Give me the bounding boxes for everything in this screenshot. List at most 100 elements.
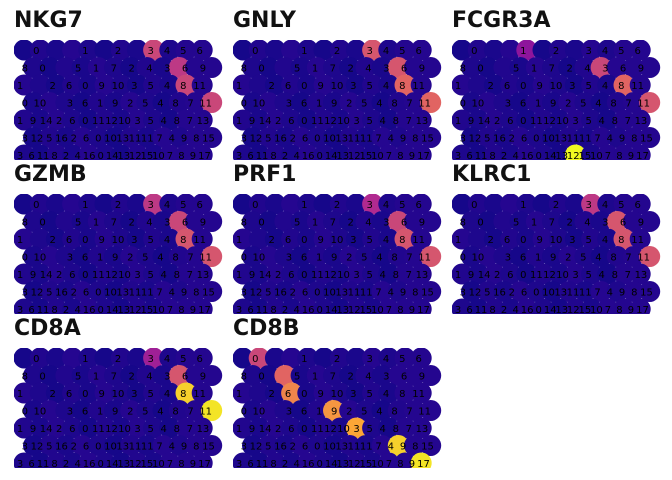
spot-label: 3: [67, 253, 73, 264]
spot-label: 6: [520, 99, 526, 110]
spot: [420, 246, 442, 267]
spot-label: 6: [634, 200, 640, 211]
spot: [306, 281, 328, 302]
spot-label: 15: [640, 134, 653, 145]
spot-label: 0: [460, 253, 466, 264]
spot-label: 16: [302, 459, 315, 468]
spot: [629, 40, 651, 61]
spot-label: 7: [187, 407, 193, 418]
spot: [136, 211, 158, 232]
spot: [62, 382, 84, 404]
spot: [233, 298, 254, 314]
spot-label: 12: [348, 151, 361, 160]
spot: [525, 281, 547, 302]
spot: [159, 263, 181, 285]
spot: [461, 246, 482, 267]
spot-label: 10: [550, 81, 563, 92]
spot: [323, 365, 344, 386]
spot: [185, 127, 206, 148]
spot: [339, 127, 361, 148]
spot: [597, 228, 619, 250]
spot-label: 14: [40, 424, 53, 435]
spot-label: 5: [75, 64, 81, 75]
spot-label: 8: [270, 305, 276, 314]
spot-label: 3: [505, 253, 511, 264]
spot: [290, 127, 312, 148]
spot-label: 7: [187, 270, 193, 281]
spot-label: 11: [412, 235, 425, 246]
spot-label: 2: [346, 99, 352, 110]
spot-label: 1: [236, 81, 242, 92]
spot-label: 10: [33, 253, 46, 264]
spot: [297, 417, 319, 439]
spot-label: 13: [117, 151, 130, 160]
spot-label: 7: [625, 116, 631, 127]
spot: [78, 298, 100, 314]
spot: [493, 92, 515, 113]
spot: [345, 263, 367, 285]
spot: [477, 281, 499, 302]
spot-label: 8: [270, 459, 276, 468]
spot-label: 0: [317, 459, 323, 468]
spot-label: 9: [317, 81, 323, 92]
spot: [175, 194, 197, 215]
spot: [94, 144, 116, 160]
spot: [104, 211, 125, 232]
spot-label: 1: [455, 116, 461, 127]
spatial-plot: 0 1 2 3 4 5 68 0 5 1 7 2 4 3 6 91 2 6 0 9 10 3 5 4 8 110 10 3 6 1 9 2 5 4…: [452, 194, 661, 314]
spot-label: 16: [83, 151, 96, 160]
spot: [264, 144, 286, 160]
spot: [548, 194, 570, 215]
spot: [404, 400, 425, 421]
spot-label: 11: [92, 116, 105, 127]
spot: [525, 57, 547, 78]
spot: [45, 194, 67, 215]
panel-title: GNLY: [233, 8, 296, 33]
spot-label: 9: [200, 372, 206, 383]
spot-label: 2: [334, 200, 340, 211]
spot: [233, 194, 254, 215]
spot-label: 11: [360, 134, 373, 145]
spot: [420, 400, 442, 421]
spot-label: 7: [375, 134, 381, 145]
spot: [248, 109, 270, 131]
spot-label: 10: [252, 253, 265, 264]
spot-label: 4: [602, 235, 608, 246]
spot-label: 11: [360, 442, 373, 453]
spot: [55, 57, 77, 78]
spot-label: 1: [455, 81, 461, 92]
spot: [78, 144, 100, 160]
spot-label: 8: [172, 99, 178, 110]
spot: [175, 298, 197, 314]
spot: [378, 194, 400, 215]
spot-label: 0: [39, 218, 45, 229]
spot-label: 3: [67, 99, 73, 110]
spot-label: 4: [164, 354, 170, 365]
spot: [94, 228, 116, 250]
spot: [394, 298, 416, 314]
spot: [110, 74, 132, 96]
spot: [581, 74, 603, 96]
spot-label: 2: [347, 218, 353, 229]
spot-label: 5: [46, 288, 52, 299]
spot-label: 7: [330, 218, 336, 229]
spot: [45, 452, 67, 468]
spot-label: 13: [197, 270, 210, 281]
spot-label: 9: [400, 134, 406, 145]
spot-label: 12: [129, 151, 142, 160]
spot: [126, 109, 148, 131]
spot: [387, 92, 409, 113]
spot-label: 11: [475, 151, 488, 160]
spot-label: 16: [274, 442, 287, 453]
spot-label: 9: [628, 151, 634, 160]
spot-label: 3: [585, 46, 591, 57]
spot: [297, 109, 319, 131]
spot-label: 3: [569, 235, 575, 246]
spot-label: 4: [388, 288, 394, 299]
spot-label: 12: [567, 151, 580, 160]
spot: [62, 298, 84, 314]
spot: [493, 246, 515, 267]
spot: [175, 348, 197, 369]
spot-label: 5: [585, 81, 591, 92]
spot-label: 2: [49, 81, 55, 92]
